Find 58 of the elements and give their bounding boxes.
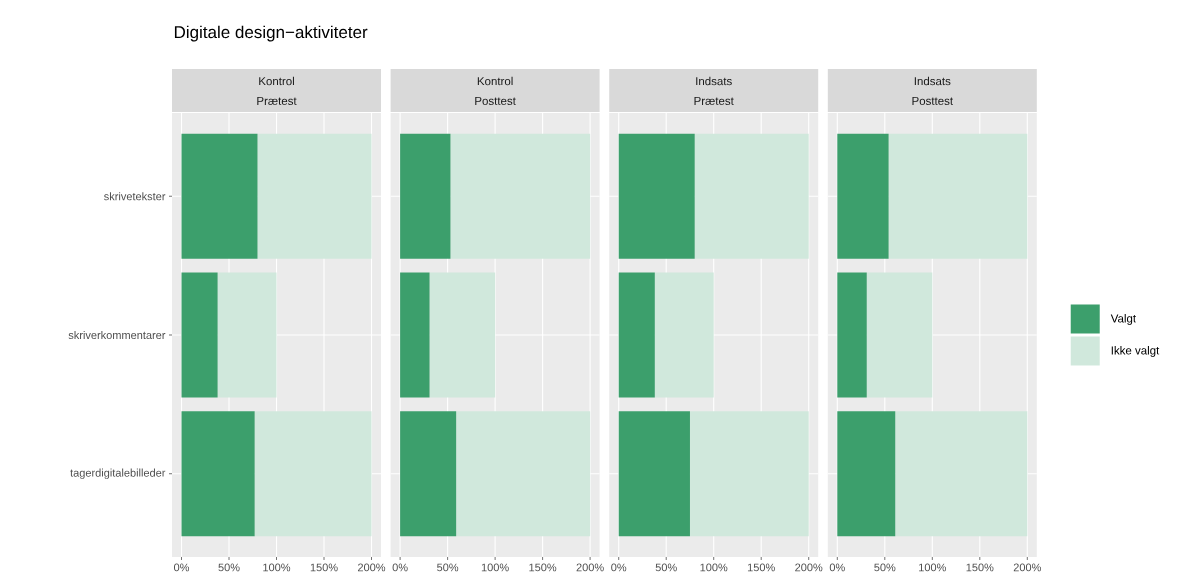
chart-subtitle: Prætest (694, 96, 734, 105)
x-tick-label: 200% (576, 563, 604, 572)
chart-subtitle: Posttest (912, 96, 953, 105)
x-tick-label: 0% (392, 563, 408, 572)
bar (450, 133, 591, 259)
bar (456, 411, 591, 537)
bar (400, 411, 457, 537)
x-tick-label: 50% (437, 563, 459, 572)
bar (400, 133, 451, 259)
chart-title: Kontrol (259, 76, 294, 86)
bar (837, 411, 896, 537)
y-tick-label: tagerdigitalebilleder (70, 468, 166, 479)
chart-subtitle: Posttest (475, 96, 516, 105)
bar (181, 411, 255, 537)
x-tick-label: 150% (310, 563, 338, 572)
bar (400, 272, 430, 398)
bar (257, 133, 372, 259)
bar (181, 133, 258, 259)
x-tick-label: 50% (874, 563, 896, 572)
text: Ikke valgt (1111, 346, 1160, 357)
bar (181, 272, 218, 398)
x-tick-label: 200% (357, 563, 386, 572)
y-tick-label: skrivetekster (104, 192, 166, 201)
y-tick-label: skriverkommentarer (68, 330, 166, 340)
bar (694, 133, 809, 259)
x-tick-label: 100% (919, 563, 946, 572)
bar (254, 411, 372, 537)
bar (654, 272, 714, 398)
x-tick-label: 150% (747, 563, 775, 572)
chart-title: Indsats (914, 76, 951, 86)
bar (618, 411, 690, 537)
x-tick-label: 150% (529, 563, 557, 572)
x-tick-label: 200% (795, 563, 823, 572)
x-tick-label: 50% (655, 563, 677, 572)
x-tick-label: 0% (829, 563, 845, 572)
x-tick-label: 200% (1013, 563, 1041, 572)
chart-title: Kontrol (477, 76, 513, 86)
text: Digitale design−aktiviteter (174, 25, 368, 42)
bar (888, 133, 1028, 259)
text: Valgt (1110, 314, 1136, 325)
x-tick-label: 0% (173, 563, 190, 572)
x-tick-label: 100% (700, 563, 728, 572)
chart-subtitle: Prætest (257, 96, 297, 105)
bar (837, 133, 889, 259)
bar (618, 133, 695, 259)
bar (618, 272, 655, 398)
bar (217, 272, 277, 398)
x-tick-label: 100% (263, 563, 291, 572)
x-tick-label: 150% (966, 563, 994, 572)
bar (429, 272, 496, 398)
x-tick-label: 50% (218, 563, 240, 572)
bar (895, 411, 1028, 537)
x-tick-label: 0% (611, 563, 627, 572)
bar (866, 272, 933, 398)
bar (689, 411, 809, 537)
bar (837, 272, 867, 398)
chart-title: Indsats (696, 76, 732, 86)
x-tick-label: 100% (481, 563, 509, 572)
